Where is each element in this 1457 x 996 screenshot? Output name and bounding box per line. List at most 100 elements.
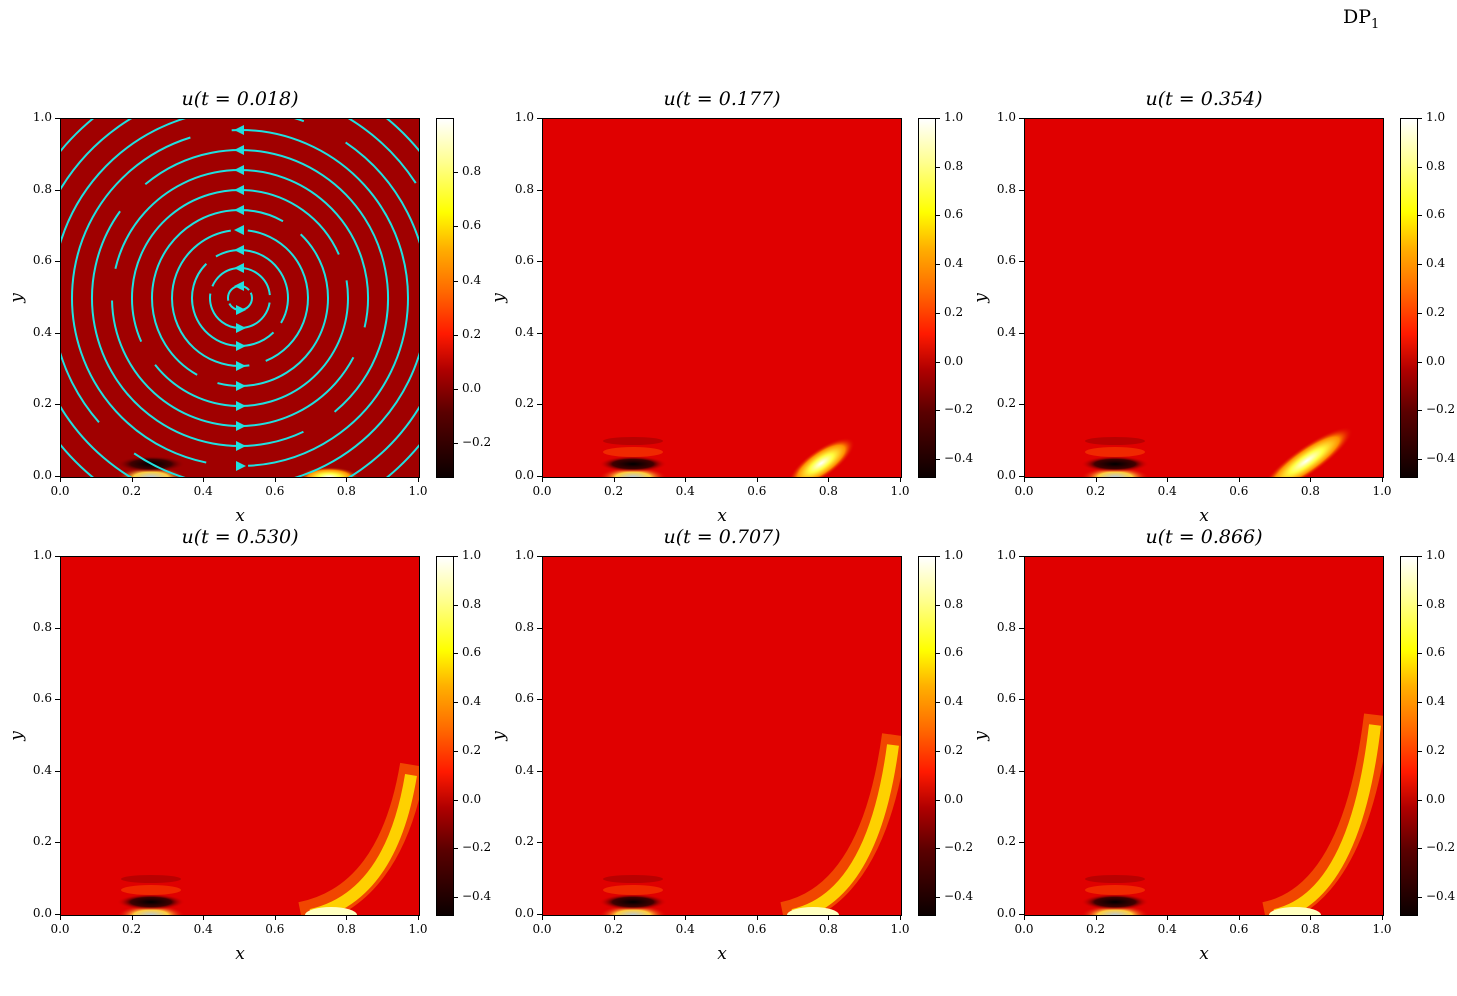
- x-tick-mark: [542, 915, 543, 920]
- colorbar-tick-label: 0.4: [454, 694, 481, 708]
- x-tick-mark: [1024, 477, 1025, 482]
- x-tick-label: 0.6: [747, 922, 767, 936]
- y-tick-label: 0.6: [514, 691, 534, 706]
- y-tick-label: 0.0: [514, 468, 534, 482]
- colorbar-tick-label: 0.2: [1418, 743, 1445, 757]
- y-tick-mark: [1019, 476, 1024, 477]
- colorbar-tick-label: 1.0: [1418, 548, 1445, 562]
- x-tick-label: 1.0: [890, 484, 910, 498]
- x-axis-label: x: [1199, 506, 1209, 526]
- x-tick-mark: [203, 477, 205, 482]
- x-tick-mark: [274, 477, 276, 482]
- x-axis-label: x: [717, 506, 727, 526]
- x-tick-label: 0.4: [1157, 922, 1177, 936]
- subplot-1: u(t = 0.018) 0.0 0.0 0.2 0.2 0.4 0.4 0.6 0.6 0.8…: [7, 88, 540, 558]
- y-axis-label: y: [488, 293, 509, 303]
- heatmap-axes: [1024, 118, 1384, 478]
- y-tick-label: 1.0: [996, 548, 1016, 562]
- y-tick-label: 1.0: [32, 548, 52, 562]
- x-tick-mark: [1024, 915, 1025, 920]
- x-tick-label: 0.4: [1157, 484, 1177, 498]
- y-tick-label: 0.0: [996, 906, 1016, 920]
- x-tick-label: 0.0: [1014, 484, 1034, 498]
- colorbar-tick-label: 0.4: [936, 256, 963, 270]
- colorbar-tick-label: 0.6: [1418, 207, 1445, 221]
- y-tick-mark: [1019, 189, 1024, 191]
- y-tick-label: 1.0: [32, 110, 52, 124]
- y-tick-label: 1.0: [514, 110, 534, 124]
- x-tick-mark: [828, 915, 830, 920]
- colorbar-tick-label: 0.0: [454, 792, 481, 806]
- colorbar-tick-label: 0.0: [936, 354, 963, 368]
- colorbar: [918, 118, 936, 478]
- y-tick-label: 0.2: [32, 834, 52, 849]
- x-tick-label: 1.0: [890, 922, 910, 936]
- colorbar-tick-label: −0.2: [936, 840, 973, 854]
- y-tick-label: 0.6: [996, 253, 1016, 268]
- subplot-2: u(t = 0.177) 0.0 0.0 0.2 0.2 0.4 0.4 0.6 0.6 0.8…: [489, 88, 1022, 558]
- x-tick-mark: [542, 477, 543, 482]
- y-tick-mark: [55, 118, 60, 119]
- colorbar-tick-label: 0.6: [936, 645, 963, 659]
- colorbar-tick-label: −0.2: [1418, 402, 1455, 416]
- x-axis-label: x: [235, 506, 245, 526]
- colorbar: [1400, 556, 1418, 916]
- y-tick-mark: [537, 118, 542, 119]
- x-tick-mark: [613, 477, 615, 482]
- y-axis-label: y: [970, 731, 991, 741]
- y-tick-label: 0.0: [32, 906, 52, 920]
- y-tick-label: 0.8: [996, 619, 1016, 634]
- y-tick-mark: [1019, 332, 1024, 334]
- colorbar-tick-label: 0.8: [936, 159, 963, 173]
- x-tick-label: 0.2: [122, 922, 142, 936]
- x-tick-mark: [1238, 477, 1240, 482]
- y-tick-mark: [1019, 699, 1024, 701]
- y-tick-mark: [55, 699, 60, 701]
- y-tick-mark: [537, 842, 542, 844]
- colorbar-tick-label: 1.0: [454, 548, 481, 562]
- x-tick-mark: [418, 915, 419, 920]
- x-tick-mark: [685, 915, 687, 920]
- y-tick-mark: [55, 189, 60, 191]
- x-tick-mark: [1095, 915, 1097, 920]
- x-tick-mark: [346, 477, 348, 482]
- y-tick-mark: [1019, 627, 1024, 629]
- colorbar: [436, 556, 454, 916]
- x-axis-label: x: [717, 944, 727, 964]
- y-tick-label: 0.2: [996, 396, 1016, 411]
- y-tick-mark: [537, 914, 542, 915]
- x-tick-label: 0.6: [747, 484, 767, 498]
- y-tick-mark: [537, 556, 542, 557]
- colorbar: [436, 118, 454, 478]
- x-tick-mark: [828, 477, 830, 482]
- colorbar-tick-label: 0.6: [454, 645, 481, 659]
- subplot-6: u(t = 0.866) 0.0 0.0 0.2 0.2 0.4 0.4 0.6 0.6 0.8…: [971, 526, 1457, 996]
- y-tick-mark: [1019, 770, 1024, 772]
- y-tick-mark: [537, 699, 542, 701]
- x-tick-label: 0.0: [532, 484, 552, 498]
- y-tick-label: 0.6: [514, 253, 534, 268]
- colorbar-tick-label: −0.2: [454, 840, 491, 854]
- y-tick-label: 0.4: [514, 324, 534, 339]
- subplot-title: u(t = 0.018): [181, 88, 299, 110]
- colorbar-tick-label: 0.4: [454, 273, 481, 287]
- colorbar: [1400, 118, 1418, 478]
- y-tick-label: 0.2: [514, 834, 534, 849]
- y-tick-label: 0.0: [32, 468, 52, 482]
- x-tick-mark: [203, 915, 205, 920]
- y-tick-mark: [55, 332, 60, 334]
- y-tick-mark: [537, 770, 542, 772]
- y-tick-mark: [537, 404, 542, 406]
- colorbar-tick-label: 0.2: [936, 305, 963, 319]
- x-tick-label: 0.2: [604, 484, 624, 498]
- x-tick-label: 0.6: [1229, 484, 1249, 498]
- y-tick-label: 0.4: [32, 762, 52, 777]
- y-tick-label: 0.6: [996, 691, 1016, 706]
- y-tick-label: 0.0: [514, 906, 534, 920]
- colorbar-tick-label: 0.6: [936, 207, 963, 221]
- colorbar-tick-label: −0.2: [454, 435, 491, 449]
- y-tick-label: 0.8: [514, 619, 534, 634]
- x-tick-mark: [1095, 477, 1097, 482]
- colorbar-tick-label: 0.4: [1418, 256, 1445, 270]
- y-tick-mark: [55, 842, 60, 844]
